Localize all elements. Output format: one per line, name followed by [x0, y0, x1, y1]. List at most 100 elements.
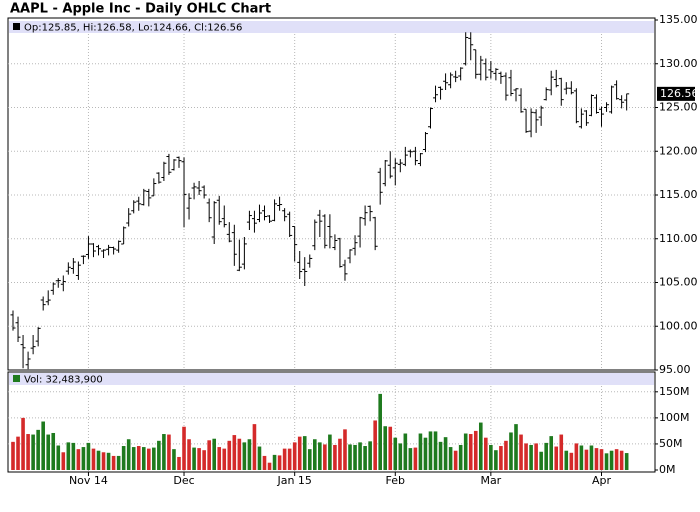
volume-bar [21, 417, 25, 470]
volume-bar [463, 433, 468, 470]
volume-bar [484, 437, 488, 470]
volume-bar [313, 439, 317, 470]
volume-bar [443, 437, 448, 470]
volume-bar [614, 449, 619, 470]
volume-bar [398, 443, 403, 470]
volume-bar [197, 448, 201, 470]
volume-bar [594, 448, 599, 470]
volume-bar [509, 432, 513, 470]
volume-bar [478, 422, 483, 470]
volume-bar [172, 449, 176, 470]
volume-bar [227, 440, 232, 470]
volume-bar [348, 444, 352, 470]
volume-bar [418, 433, 423, 470]
y-tick-label: 130.00 [659, 57, 698, 70]
volume-bar [448, 447, 453, 470]
y-tick-label: 120.00 [659, 144, 698, 157]
x-tick-label: Apr [592, 474, 612, 487]
volume-bar [514, 424, 518, 470]
volume-bar [56, 445, 61, 470]
volume-bar [318, 442, 322, 470]
volume-bar [468, 434, 473, 470]
volume-bar [141, 447, 146, 470]
volume-bar [272, 454, 277, 470]
volume-bar [126, 439, 131, 470]
volume-tick-label: 150M [659, 385, 690, 398]
volume-bar [378, 393, 382, 470]
volume-bar [11, 441, 15, 470]
volume-bar [453, 450, 458, 470]
volume-bar [147, 448, 151, 470]
volume-bar [217, 447, 222, 470]
y-tick-label: 100.00 [659, 319, 698, 332]
volume-bar [368, 441, 372, 470]
volume-bar [232, 435, 237, 470]
volume-bar [61, 452, 66, 470]
volume-bar [46, 434, 51, 470]
volume-bar [101, 452, 106, 470]
volume-bar [297, 436, 302, 470]
volume-bar [473, 430, 478, 470]
volume-bar [624, 453, 629, 470]
volume-bar [403, 433, 408, 470]
volume-bar [353, 444, 357, 470]
y-tick-label: 105.00 [659, 276, 698, 289]
volume-bar [121, 446, 126, 470]
volume-bar [267, 462, 272, 470]
volume-bar [262, 455, 267, 470]
x-tick-label: Jan 15 [276, 474, 311, 487]
volume-bar [534, 443, 538, 470]
volume-bar [599, 449, 604, 470]
volume-bar [433, 431, 438, 470]
volume-bar [41, 421, 45, 470]
volume-bar [609, 450, 614, 470]
volume-label: Vol: 32,483,900 [24, 375, 103, 386]
volume-bar [177, 456, 181, 470]
volume-bar [393, 437, 398, 470]
volume-bar [187, 439, 191, 470]
volume-bar [292, 442, 297, 470]
ohlc-label: Op:125.85, Hi:126.58, Lo:124.66, Cl:126.… [24, 23, 242, 34]
x-tick-label: Mar [480, 474, 501, 487]
volume-bar [91, 448, 96, 470]
y-tick-label: 125.00 [659, 101, 698, 114]
volume-bar [81, 447, 86, 470]
volume-bar [383, 426, 388, 470]
volume-bar [388, 426, 393, 470]
volume-bar [544, 442, 548, 470]
y-tick-label: 115.00 [659, 188, 698, 201]
volume-bar [604, 453, 609, 470]
volume-bar [589, 445, 594, 470]
volume-bar [51, 432, 56, 470]
volume-bar [499, 446, 503, 470]
y-tick-label: 135.00 [659, 13, 698, 26]
volume-bar [157, 440, 161, 470]
volume-bar [76, 449, 81, 470]
last-price-box [657, 86, 695, 101]
volume-bar [71, 442, 76, 470]
volume-bar [504, 440, 508, 470]
volume-bar [569, 452, 574, 470]
volume-bar [619, 450, 624, 470]
volume-bar [524, 443, 528, 470]
volume-bar [343, 429, 347, 470]
volume-bar [574, 443, 579, 470]
price-header [9, 21, 654, 33]
volume-bar [559, 434, 564, 470]
volume-tick-label: 100M [659, 411, 690, 424]
volume-bar [287, 448, 292, 470]
volume-bar [26, 434, 30, 470]
volume-bar [408, 448, 413, 470]
volume-bar [358, 442, 362, 470]
volume-bar [31, 434, 35, 470]
volume-bar [207, 440, 211, 470]
volume-bar [242, 442, 247, 470]
volume-bar [136, 446, 141, 470]
volume-bar [423, 437, 428, 470]
volume-bar [202, 450, 206, 470]
volume-bar [106, 452, 111, 470]
volume-tick-label: 0M [659, 463, 676, 476]
volume-bar [373, 420, 377, 470]
volume-bar [152, 447, 156, 470]
